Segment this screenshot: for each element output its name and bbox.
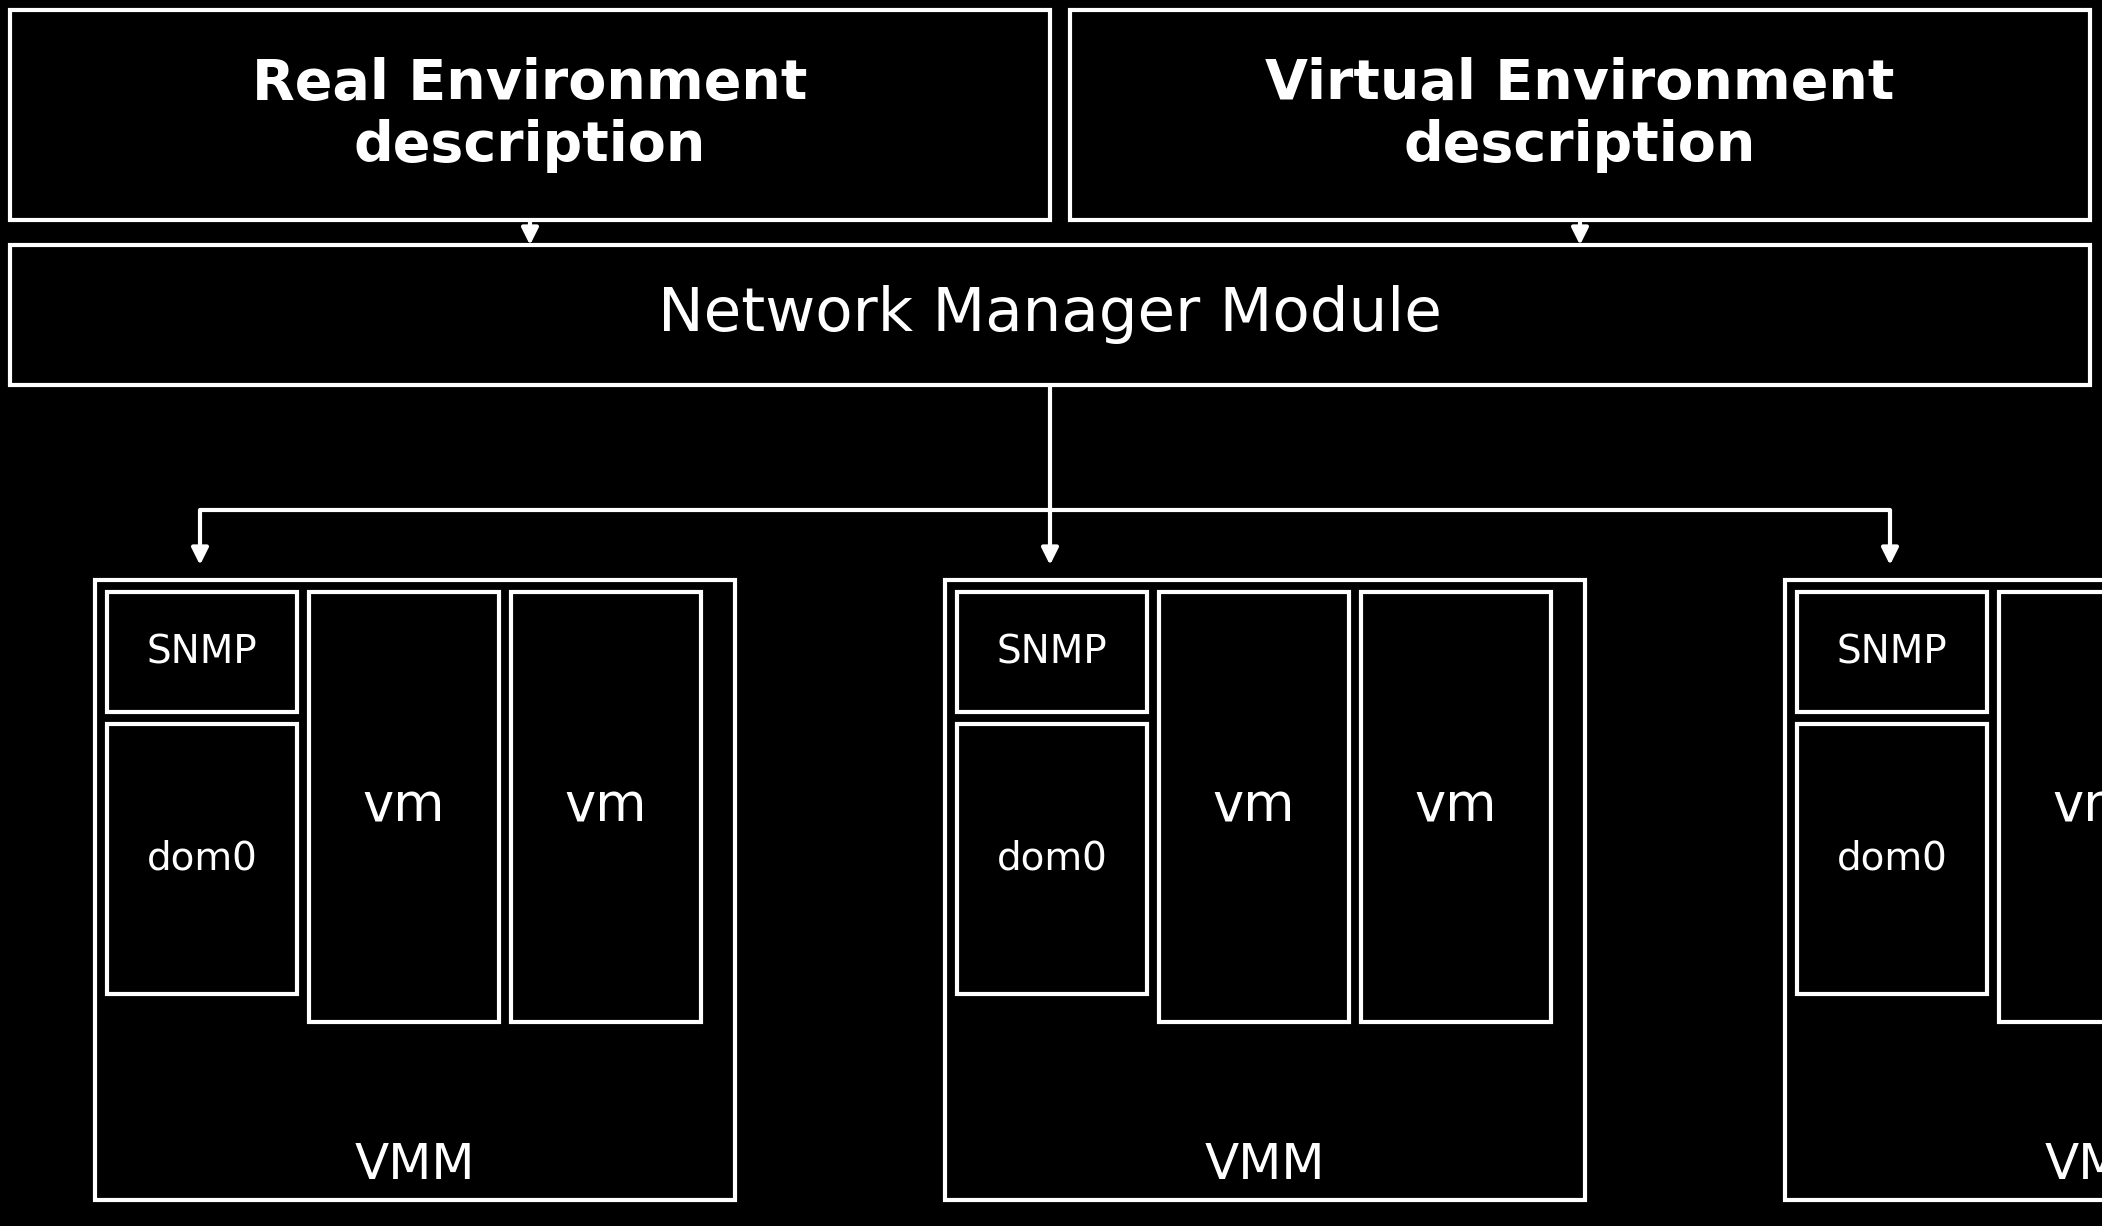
Text: Real Environment
description: Real Environment description: [252, 56, 807, 173]
Text: vm: vm: [1415, 781, 1497, 832]
Bar: [956, 592, 1148, 712]
Text: SNMP: SNMP: [147, 633, 256, 671]
Bar: [95, 580, 736, 1200]
Text: SNMP: SNMP: [996, 633, 1108, 671]
Bar: [1999, 592, 2102, 1022]
Bar: [511, 592, 700, 1022]
Bar: [11, 245, 2089, 385]
Text: vm: vm: [1213, 781, 1295, 832]
Bar: [1360, 592, 1551, 1022]
Bar: [107, 725, 296, 994]
Text: Network Manager Module: Network Manager Module: [658, 286, 1442, 345]
Bar: [309, 592, 498, 1022]
Text: VMM: VMM: [2045, 1141, 2102, 1189]
Bar: [1070, 10, 2089, 219]
Text: SNMP: SNMP: [1837, 633, 1946, 671]
Text: VMM: VMM: [1204, 1141, 1324, 1189]
Bar: [1785, 580, 2102, 1200]
Text: dom0: dom0: [1837, 840, 1946, 878]
Bar: [1797, 725, 1986, 994]
Text: vm: vm: [364, 781, 446, 832]
Bar: [1797, 592, 1986, 712]
Text: VMM: VMM: [355, 1141, 475, 1189]
Text: dom0: dom0: [996, 840, 1108, 878]
Bar: [946, 580, 1585, 1200]
Text: dom0: dom0: [147, 840, 256, 878]
Bar: [11, 10, 1051, 219]
Text: vm: vm: [2054, 781, 2102, 832]
Text: Virtual Environment
description: Virtual Environment description: [1265, 56, 1894, 173]
Bar: [1158, 592, 1349, 1022]
Text: vm: vm: [565, 781, 647, 832]
Bar: [956, 725, 1148, 994]
Bar: [107, 592, 296, 712]
